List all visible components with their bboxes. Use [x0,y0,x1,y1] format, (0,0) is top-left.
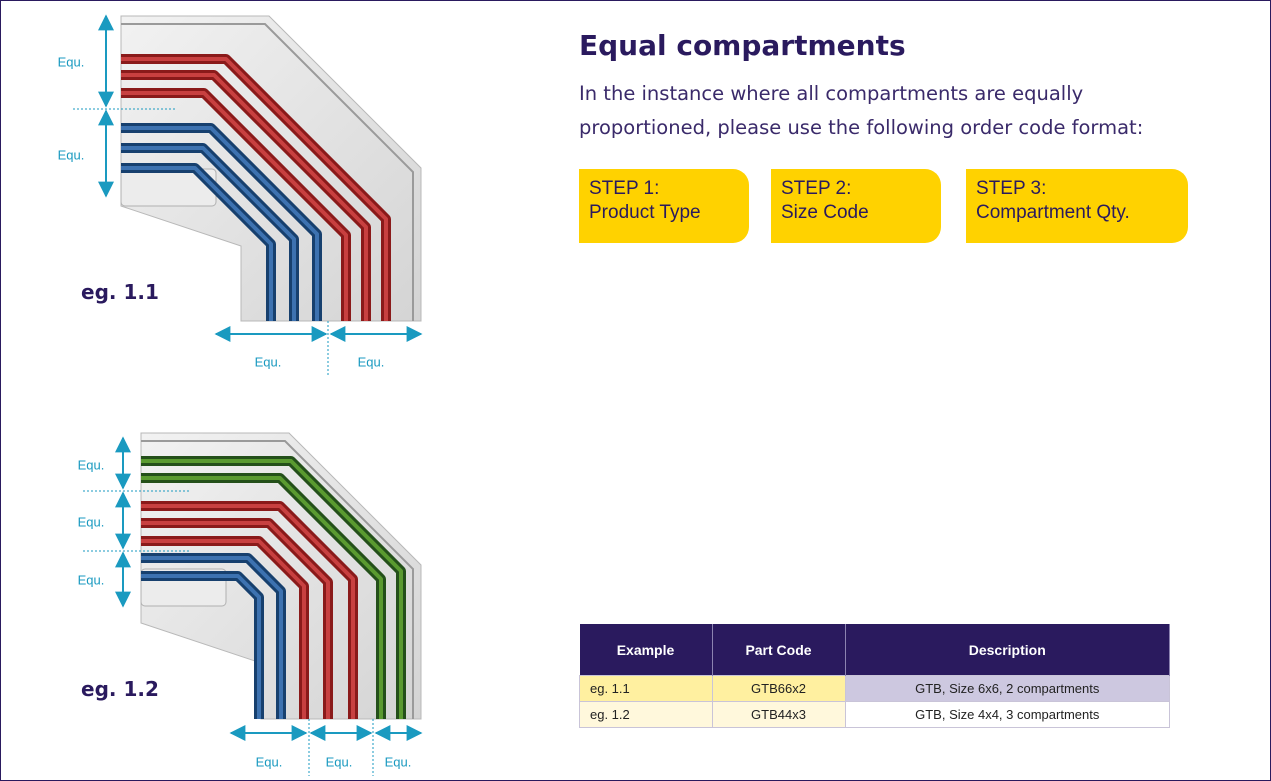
cell: eg. 1.2 [579,701,713,728]
figure-label: eg. 1.2 [81,677,159,701]
cell: GTB, Size 4x4, 3 compartments [844,701,1170,728]
step-label: STEP 2: [781,178,852,199]
dimension-label: Equ. [78,457,105,472]
order-table: Example Part Code Description eg. 1.1 GT… [579,624,1170,728]
step-name: Compartment Qty. [976,202,1130,223]
title: Equal compartments [579,29,906,62]
step-label: STEP 1: [589,178,660,199]
header-cell: Example [579,624,713,676]
cable-highlight [121,91,348,321]
dimension-label: Equ. [78,514,105,529]
cable-highlight [141,539,306,719]
figure-1: Equ. Equ. Equ. Equ. eg. 1.1 [58,14,423,376]
step: STEP 1: Product Type [579,169,749,243]
figures: Equ.Equ.Equ. Equ.eg. 1.1 Equ.Equ.Equ.Equ.… [58,14,423,776]
cable-highlight [121,73,368,321]
dimension-label: Equ. [58,54,85,69]
dimension-label: Equ. [326,754,353,769]
dimension-label: Equ. [78,572,105,587]
step: STEP 3: Compartment Qty. [966,169,1188,243]
header-row: Example Part Code Description [579,624,1170,676]
cable-highlight [141,556,283,719]
cable-highlight [121,126,319,321]
intro: In the instance where all compartments a… [579,82,1144,139]
step: STEP 2: Size Code [771,169,941,243]
cable-highlight [121,166,273,321]
step-label: STEP 3: [976,178,1047,199]
cell: GTB, Size 6x6, 2 compartments [844,675,1170,702]
header-cell: Part Code [712,624,846,676]
step-name: Size Code [781,202,869,223]
header-cell: Description [845,624,1170,676]
cable-highlight [141,521,330,719]
tray-wall [141,440,414,719]
dimension-label: Equ. [256,754,283,769]
cable-highlight [141,504,355,719]
dimension-label: Equ. [255,354,282,369]
cell: eg. 1.1 [579,675,713,702]
cable-highlight [141,574,261,719]
cable-highlight [141,459,403,719]
cell: GTB44x3 [711,701,846,728]
dimension-label: Equ. [358,354,385,369]
dimension-label: Equ. [58,147,85,162]
tray-wall [121,23,414,321]
cell: GTB66x2 [711,675,846,702]
dimension-label: Equ. [385,754,412,769]
cable-highlight [121,57,388,321]
cable-highlight [121,146,296,321]
row: eg. 1.2 GTB44x3 GTB, Size 4x4, 3 compart… [579,701,1170,728]
cable-highlight [141,476,383,719]
figure-2: Equ. Equ. Equ. Equ. Equ. Equ. eg. 1.2 [78,432,423,776]
row: eg. 1.1 GTB66x2 GTB, Size 6x6, 2 compart… [579,675,1170,702]
figure-label: eg. 1.1 [81,280,159,304]
step-name: Product Type [589,202,701,223]
